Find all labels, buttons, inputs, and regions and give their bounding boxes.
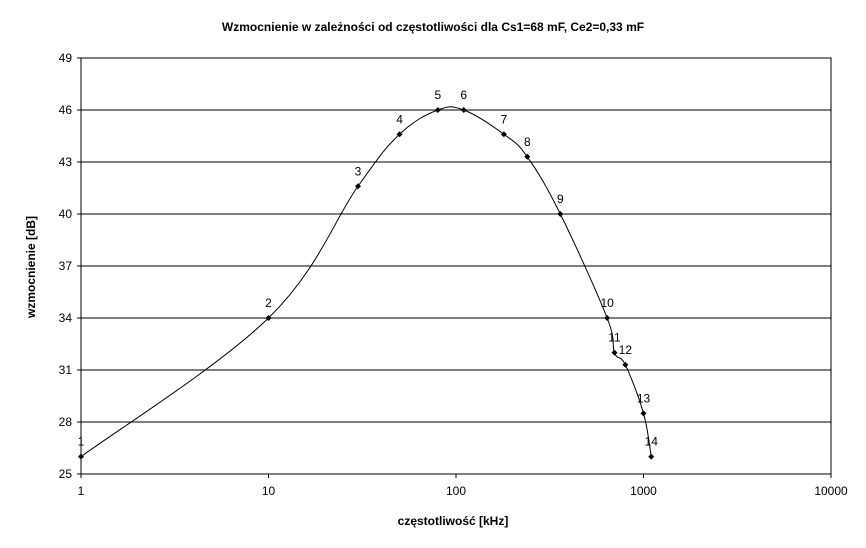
y-tick-label: 34 — [59, 311, 73, 325]
data-point — [524, 153, 531, 160]
data-label: 10 — [600, 296, 614, 310]
x-tick-label: 1000 — [630, 484, 657, 498]
y-axis: 25 28 31 34 37 40 43 46 49 — [59, 51, 81, 481]
data-point — [396, 131, 403, 138]
y-tick-label: 49 — [59, 51, 73, 65]
data-point — [604, 315, 611, 321]
data-label: 9 — [557, 192, 564, 206]
x-tick-label: 100 — [446, 484, 466, 498]
chart-title: Wzmocnienie w zależności od częstotliwoś… — [222, 20, 644, 34]
y-tick-label: 25 — [59, 467, 73, 481]
data-point — [648, 453, 655, 460]
y-tick-label: 31 — [59, 363, 73, 377]
data-point — [78, 453, 84, 460]
y-tick-label: 37 — [59, 259, 73, 273]
y-tick-label: 43 — [59, 155, 73, 169]
y-tick-label: 46 — [59, 103, 73, 117]
data-label: 6 — [460, 88, 467, 102]
data-point — [354, 183, 361, 190]
data-label: 2 — [265, 296, 272, 310]
gridlines — [81, 57, 831, 475]
data-label: 5 — [434, 88, 441, 102]
data-point — [622, 361, 629, 368]
y-tick-label: 40 — [59, 207, 73, 221]
data-label: 7 — [501, 112, 508, 126]
data-label: 12 — [619, 343, 633, 357]
y-axis-label: wzmocnienie [dB] — [24, 216, 38, 319]
x-axis-label: częstotliwość [kHz] — [398, 514, 509, 528]
x-tick-label: 10000 — [814, 484, 848, 498]
data-label: 14 — [645, 435, 659, 449]
data-label: 1 — [78, 435, 85, 449]
data-label: 8 — [524, 135, 531, 149]
data-label: 4 — [396, 112, 403, 126]
data-label: 11 — [608, 331, 621, 345]
data-point — [611, 349, 618, 356]
data-label: 13 — [637, 391, 651, 405]
data-label: 3 — [355, 164, 362, 178]
data-point — [557, 211, 564, 217]
data-point — [460, 107, 467, 113]
series-markers — [78, 107, 655, 460]
x-tick-label: 10 — [262, 484, 276, 498]
x-axis: 1 10 100 1000 10000 — [78, 474, 848, 498]
data-point — [500, 131, 507, 138]
data-point — [265, 315, 272, 321]
x-tick-label: 1 — [78, 484, 85, 498]
series-line — [80, 106, 652, 458]
data-point — [434, 107, 441, 113]
data-point — [640, 410, 647, 417]
y-tick-label: 28 — [59, 415, 73, 429]
